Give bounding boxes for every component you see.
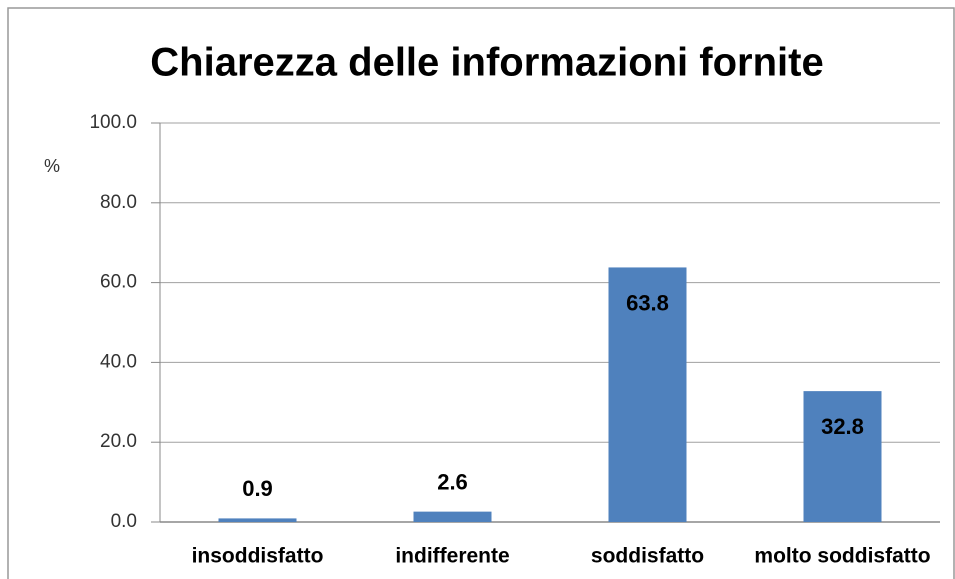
bar: [608, 267, 687, 522]
data-label: 0.9: [242, 476, 273, 501]
bar: [413, 511, 492, 522]
x-tick-label: molto soddisfatto: [754, 545, 930, 568]
chart-title: Chiarezza delle informazioni fornite: [150, 41, 823, 85]
chart-frame: [7, 7, 955, 579]
y-axis-label: %: [44, 156, 60, 176]
x-tick-label: indifferente: [395, 545, 509, 568]
x-tick-label: soddisfatto: [591, 545, 704, 568]
y-tick-label: 0.0: [111, 511, 137, 532]
y-tick-label: 20.0: [100, 431, 137, 452]
y-tick-label: 60.0: [100, 272, 137, 293]
x-tick-label: insoddisfatto: [192, 545, 324, 568]
y-tick-label: 80.0: [100, 192, 137, 213]
data-label: 2.6: [437, 469, 468, 494]
data-label: 63.8: [626, 290, 669, 315]
bar: [218, 518, 297, 522]
y-tick-label: 100.0: [89, 112, 137, 133]
data-label: 32.8: [821, 414, 864, 439]
bar: [803, 391, 882, 522]
y-tick-label: 40.0: [100, 351, 137, 372]
